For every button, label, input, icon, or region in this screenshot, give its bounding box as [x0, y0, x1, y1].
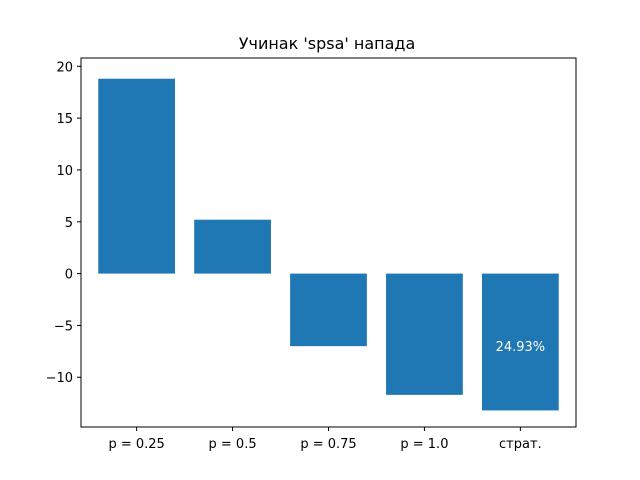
- y-tick-label-5: −5: [54, 319, 73, 334]
- bar-annotation-0: 24.93%: [496, 340, 546, 355]
- x-tick-label-3: p = 1.0: [400, 437, 448, 452]
- bar-0: [98, 78, 176, 274]
- chart-title: Учинак 'spsa' напада: [239, 34, 416, 53]
- x-tick-label-1: p = 0.5: [209, 437, 257, 452]
- y-tick-label-2: 10: [56, 164, 73, 179]
- bar-4: [481, 273, 559, 411]
- y-tick-label-6: −10: [46, 371, 73, 386]
- x-tick-label-2: p = 0.75: [300, 437, 356, 452]
- x-tick-label-4: страт.: [499, 437, 542, 452]
- bar-1: [194, 219, 271, 274]
- y-tick-label-4: 0: [65, 268, 73, 283]
- labels-layer: 24.93%: [496, 340, 546, 355]
- y-tick-label-3: 5: [65, 216, 73, 231]
- y-tick-label-1: 15: [56, 112, 73, 127]
- bars-layer: [98, 78, 559, 411]
- x-tick-label-0: p = 0.25: [108, 437, 164, 452]
- axes-layer: 20 15 10 5 0 −5 −10 p = 0.25 p = 0.5 p = 0.75 p = …: [46, 57, 577, 452]
- bar-3: [386, 273, 463, 395]
- bar-2: [290, 273, 367, 347]
- y-tick-label-0: 20: [56, 60, 73, 75]
